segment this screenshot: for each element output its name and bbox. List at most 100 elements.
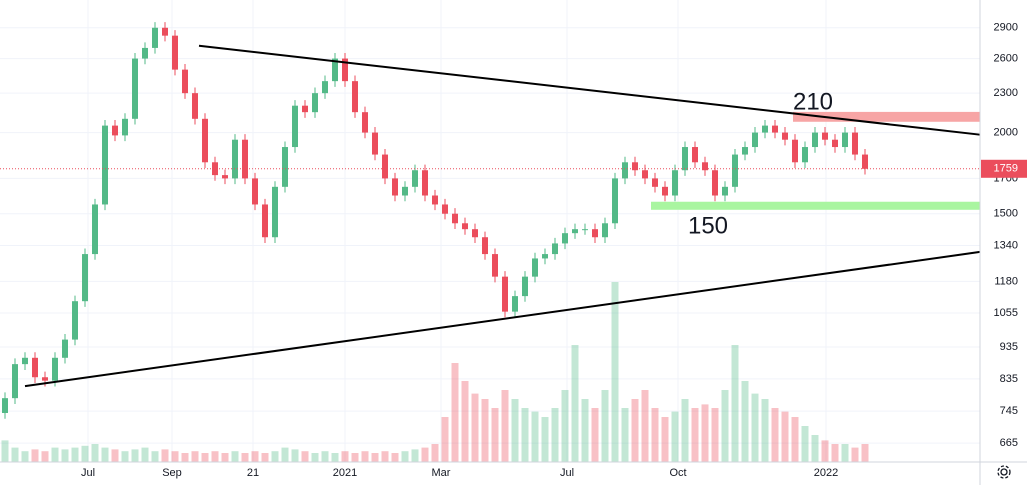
- volume-bar: [461, 381, 469, 462]
- candle-body: [302, 105, 308, 113]
- volume-bar: [281, 447, 289, 462]
- volume-bar: [171, 451, 179, 462]
- volume-bar: [231, 451, 239, 462]
- candle-body: [592, 229, 598, 238]
- volume-bar: [541, 417, 549, 462]
- candle-body: [392, 178, 398, 196]
- candle-body: [2, 398, 8, 414]
- volume-bar: [841, 444, 849, 462]
- volume-bar: [401, 451, 409, 462]
- y-tick-label: 835: [1000, 373, 1018, 385]
- trendline-layer: [0, 44, 981, 388]
- candle-body: [382, 154, 388, 179]
- volume-bar: [371, 453, 379, 462]
- candle-body: [482, 237, 488, 255]
- candle-body: [602, 223, 608, 238]
- volume-bar: [311, 453, 319, 462]
- candle-body: [692, 147, 698, 163]
- annotation: 210: [793, 88, 833, 115]
- volume-layer: [1, 282, 869, 462]
- volume-bar: [361, 451, 369, 462]
- volume-bar: [781, 411, 789, 462]
- candle-body: [462, 223, 468, 230]
- y-tick-label: 1180: [994, 275, 1018, 287]
- candle-body: [82, 254, 88, 302]
- candle-body: [52, 357, 58, 381]
- candle-body: [552, 243, 558, 255]
- candle-body: [522, 276, 528, 297]
- trendline: [24, 250, 981, 388]
- last-price-tag: [981, 159, 1027, 178]
- volume-bar: [481, 399, 489, 462]
- x-tick-label: 21: [247, 467, 259, 479]
- candle-body: [162, 27, 168, 36]
- volume-bar: [11, 447, 19, 462]
- y-tick-label: 1055: [994, 307, 1018, 319]
- volume-bar: [21, 451, 29, 462]
- candle-body: [792, 139, 798, 163]
- volume-bar: [31, 449, 39, 462]
- candle-body: [682, 147, 688, 171]
- candle-body: [442, 204, 448, 214]
- volume-bar: [761, 399, 769, 462]
- volume-bar: [741, 381, 749, 462]
- candle-body: [332, 58, 338, 82]
- y-tick-label: 2300: [994, 87, 1018, 99]
- volume-bar: [581, 399, 589, 462]
- volume-bar: [591, 408, 599, 462]
- volume-bar: [251, 451, 259, 462]
- last-price-label: 1759: [994, 163, 1018, 175]
- candle-body: [42, 377, 48, 381]
- volume-bar: [631, 399, 639, 462]
- candle-body: [312, 93, 318, 113]
- candle-body: [672, 170, 678, 196]
- x-tick-label: Jul: [81, 467, 95, 479]
- candle-body: [182, 69, 188, 94]
- volume-bar: [51, 447, 59, 462]
- volume-bar: [111, 449, 119, 462]
- volume-bar: [81, 445, 89, 462]
- volume-bar: [61, 449, 69, 462]
- volume-bar: [751, 393, 759, 462]
- volume-bar: [691, 408, 699, 462]
- volume-bar: [721, 390, 729, 462]
- candle-body: [122, 118, 128, 136]
- candle-body: [192, 93, 198, 119]
- volume-bar: [731, 345, 739, 462]
- candle-body: [612, 178, 618, 224]
- volume-bar: [661, 417, 669, 462]
- y-tick-label: 1500: [994, 208, 1018, 220]
- volume-bar: [351, 453, 359, 462]
- volume-bar: [511, 399, 519, 462]
- candle-body: [132, 58, 138, 119]
- y-tick-label: 2000: [994, 126, 1018, 138]
- volume-bar: [381, 451, 389, 462]
- candle-body: [202, 118, 208, 163]
- candle-body: [632, 162, 638, 171]
- candle-body: [422, 170, 428, 196]
- price-zone: [651, 201, 980, 210]
- candle-body: [352, 81, 358, 113]
- volume-bar: [421, 447, 429, 462]
- volume-bar: [431, 444, 439, 462]
- candle-body: [232, 139, 238, 179]
- x-tick-label: Oct: [669, 467, 686, 479]
- candle-body: [62, 339, 68, 358]
- candle-body: [432, 195, 438, 205]
- candle-body: [112, 125, 118, 136]
- y-tick-label: 2600: [994, 52, 1018, 64]
- y-tick-label: 665: [1000, 437, 1018, 449]
- settings-icon[interactable]: [997, 465, 1011, 479]
- volume-bar: [551, 408, 559, 462]
- y-tick-label: 2900: [994, 22, 1018, 34]
- price-zone: [793, 111, 980, 122]
- y-tick-label: 1340: [994, 239, 1018, 251]
- candle-body: [642, 170, 648, 179]
- candle-body: [512, 296, 518, 312]
- volume-bar: [651, 408, 659, 462]
- volume-bar: [101, 447, 109, 462]
- y-tick-label: 935: [1000, 341, 1018, 353]
- candle-body: [242, 139, 248, 179]
- candle-body: [272, 186, 278, 238]
